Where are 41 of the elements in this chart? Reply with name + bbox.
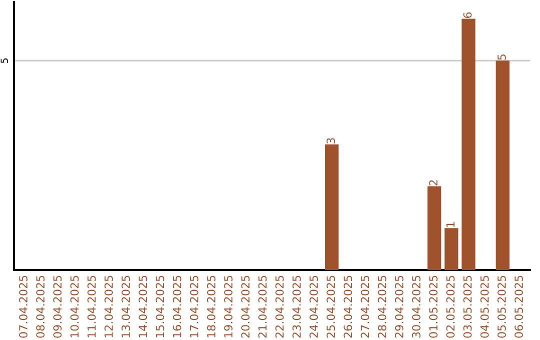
x-tick-label: 03.05.2025 xyxy=(463,276,472,338)
data-label: 2 xyxy=(429,180,438,186)
x-tick-label: 06.05.2025 xyxy=(514,276,523,338)
x-tick-label: 13.04.2025 xyxy=(122,276,130,338)
x-tick-label: 28.04.2025 xyxy=(378,276,386,338)
x-tick-label: 09.04.2025 xyxy=(53,276,62,338)
x-tick-label: 16.04.2025 xyxy=(172,276,182,338)
x-tick-label: 15.04.2025 xyxy=(156,276,164,338)
x-tick-label: 17.04.2025 xyxy=(190,276,198,338)
x-tick-label: 29.04.2025 xyxy=(394,276,404,338)
ref-line-label: 5 xyxy=(0,58,8,63)
bar xyxy=(496,60,510,270)
bar xyxy=(462,18,476,270)
x-tick-label: 04.05.2025 xyxy=(480,276,489,338)
x-tick-label: 02.05.2025 xyxy=(446,276,455,338)
x-tick-label: 30.04.2025 xyxy=(412,276,420,338)
x-tick-label: 21.04.2025 xyxy=(258,276,267,338)
data-label: 1 xyxy=(446,222,454,227)
x-tick-label: 14.04.2025 xyxy=(138,276,148,338)
x-tick-label: 07.04.2025 xyxy=(19,276,28,338)
x-tick-label: 01.05.2025 xyxy=(429,276,438,338)
data-label: 6 xyxy=(463,12,472,18)
x-tick-label: 05.05.2025 xyxy=(497,276,506,338)
data-label: 5 xyxy=(498,54,506,60)
x-tick-label: 20.04.2025 xyxy=(241,276,250,338)
x-tick-label: 08.04.2025 xyxy=(36,276,45,338)
bar xyxy=(427,186,442,270)
x-tick-label: 27.04.2025 xyxy=(360,276,370,338)
x-tick-label: 10.04.2025 xyxy=(70,276,79,338)
x-tick-label: 26.04.2025 xyxy=(344,276,352,338)
x-tick-label: 18.04.2025 xyxy=(207,276,216,338)
x-tick-label: 12.04.2025 xyxy=(104,276,113,338)
bar xyxy=(444,228,458,270)
x-tick-label: 22.04.2025 xyxy=(275,276,284,338)
x-tick-label: 19.04.2025 xyxy=(224,276,233,338)
x-tick-label: 24.04.2025 xyxy=(310,276,318,338)
bar xyxy=(324,144,339,270)
x-tick-label: 23.04.2025 xyxy=(292,276,301,338)
data-label: 3 xyxy=(326,138,336,144)
x-tick-label: 25.04.2025 xyxy=(326,276,336,338)
x-tick-label: 11.04.2025 xyxy=(87,276,96,338)
